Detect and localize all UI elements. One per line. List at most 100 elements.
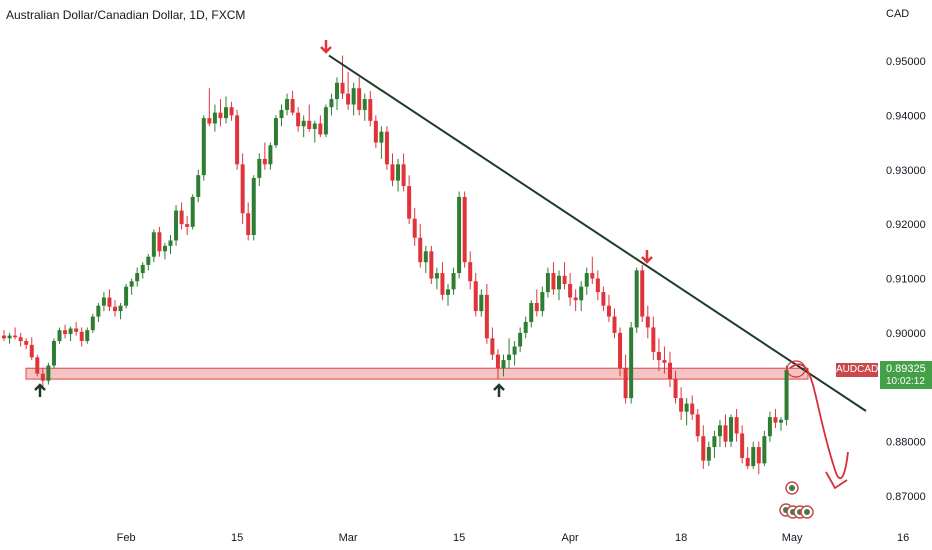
last-price: 0.89325 <box>886 363 926 375</box>
candle-body <box>434 273 439 279</box>
candle-body <box>257 158 262 178</box>
candle-body <box>235 115 240 165</box>
candle-body <box>457 196 462 274</box>
candle-body <box>451 273 456 290</box>
candle-body <box>190 196 195 227</box>
x-axis: Feb15Mar15Apr18May16Jun15Jul18Aug <box>117 532 910 544</box>
candle-body <box>246 213 251 235</box>
chart-title: Australian Dollar/Canadian Dollar, 1D, F… <box>6 8 246 22</box>
candle-body <box>751 447 756 467</box>
candle-body <box>201 118 206 176</box>
candle-body <box>224 107 228 119</box>
y-tick-label: 0.87000 <box>886 491 926 503</box>
y-tick-label: 0.92000 <box>886 219 926 231</box>
candle-body <box>57 330 62 342</box>
candle-body <box>212 112 217 124</box>
candle-body <box>107 297 112 307</box>
candle-body <box>706 447 711 461</box>
candle-body <box>373 120 378 143</box>
candle-body <box>734 417 739 434</box>
candle-body <box>723 425 728 442</box>
candle-body <box>484 294 489 339</box>
x-tick-label: Apr <box>562 532 579 544</box>
candle-body <box>479 294 484 312</box>
candle-body <box>668 362 672 380</box>
candle-body <box>407 186 412 219</box>
candle-body <box>79 331 84 342</box>
y-tick-label: 0.95000 <box>886 56 926 68</box>
candle-body <box>384 131 389 165</box>
projection-arrowhead <box>825 471 848 490</box>
support-zone-rect <box>25 367 809 380</box>
candle-body <box>773 417 778 423</box>
candle-body <box>712 436 717 448</box>
candle-body <box>562 275 567 284</box>
event-icons <box>779 481 814 519</box>
candle-body <box>612 316 617 333</box>
candle-body <box>545 273 550 293</box>
candle-body <box>540 292 545 312</box>
candle-body <box>307 120 312 129</box>
candle-body <box>390 164 395 181</box>
y-tick-label: 0.90000 <box>886 328 926 340</box>
candle-body <box>174 210 179 241</box>
candle-body <box>273 118 278 146</box>
candle-body <box>690 403 695 415</box>
candle-body <box>85 330 90 342</box>
x-tick-label: 15 <box>231 532 243 544</box>
candle-body <box>473 281 478 312</box>
candle-body <box>490 338 495 355</box>
candle-body <box>645 316 650 328</box>
candle-body <box>767 417 772 437</box>
y-tick-label: 0.93000 <box>886 165 926 177</box>
y-tick-label: 0.91000 <box>886 274 926 286</box>
candle-body <box>124 286 129 306</box>
candle-body <box>251 177 256 235</box>
candle-body <box>418 237 423 263</box>
candle-body <box>368 99 373 121</box>
candle-body <box>196 175 201 197</box>
candle-body <box>684 403 689 412</box>
candle-body <box>140 264 145 274</box>
candle-body <box>429 251 434 279</box>
candle-body <box>146 256 151 265</box>
support-zone <box>25 367 809 380</box>
candle-body <box>185 224 190 227</box>
candle-body <box>113 306 117 312</box>
candle-body <box>651 327 656 352</box>
candle-body <box>90 316 95 331</box>
y-axis: 0.95000 0.94000 0.93000 0.92000 0.91000 0.900… <box>886 56 926 503</box>
candle-body <box>329 99 334 108</box>
candle-body <box>379 131 384 143</box>
candle-body <box>623 368 628 399</box>
candle-body <box>296 112 301 127</box>
candle-body <box>618 332 623 369</box>
candle-body <box>240 164 245 214</box>
down-arrow-icon <box>320 40 332 54</box>
projection-curve <box>786 360 849 490</box>
y-tick-label: 0.94000 <box>886 110 926 122</box>
down-arrow-icon <box>641 250 653 264</box>
candle-body <box>357 88 362 110</box>
x-tick-label: 18 <box>675 532 687 544</box>
candle-body <box>440 273 445 295</box>
highlight-circle <box>786 360 806 378</box>
candle-body <box>518 332 523 347</box>
candle-body <box>129 281 134 287</box>
candle-body <box>784 369 789 420</box>
candle-body <box>756 447 761 464</box>
candle-body <box>601 292 606 306</box>
candle-body <box>745 457 750 467</box>
candle-body <box>179 210 184 225</box>
symbol-tag: AUDCAD <box>836 363 879 377</box>
up-arrow-icon <box>34 383 46 397</box>
candle-body <box>495 354 500 369</box>
candle-body <box>63 330 68 334</box>
candle-body <box>2 335 6 339</box>
event-icon-dot <box>789 485 795 491</box>
candle-body <box>557 275 561 290</box>
candle-body <box>268 145 273 165</box>
candle-body <box>629 327 634 399</box>
